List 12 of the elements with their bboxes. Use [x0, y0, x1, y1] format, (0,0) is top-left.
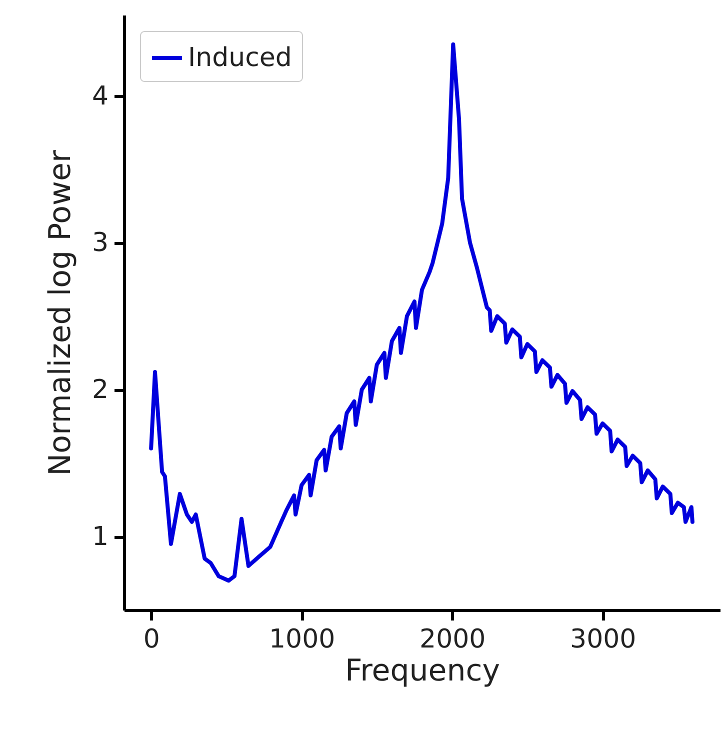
y-tick-label: 2: [92, 375, 108, 406]
line-series: [149, 42, 694, 583]
y-tick-label: 1: [92, 522, 108, 552]
x-tick-label: 1000: [269, 624, 336, 654]
y-tick-label: 4: [92, 81, 108, 112]
x-tick-label: 3000: [570, 624, 636, 654]
x-axis-title: Frequency: [345, 654, 500, 688]
y-axis-title: Normalized log Power: [42, 150, 78, 476]
x-tick-label: 0: [143, 624, 160, 654]
legend-label: Induced: [188, 43, 292, 73]
x-tick-label: 2000: [420, 624, 486, 654]
y-tick-label: 3: [92, 228, 108, 258]
